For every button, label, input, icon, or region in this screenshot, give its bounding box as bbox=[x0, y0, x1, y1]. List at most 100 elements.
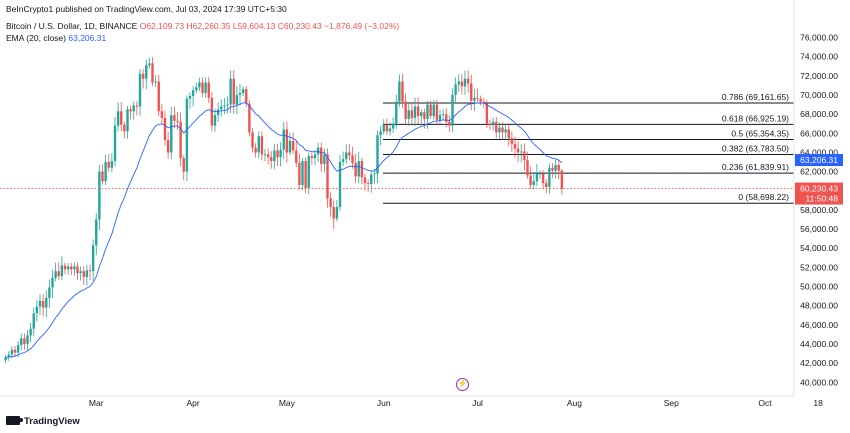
ema-label: EMA (20, close) bbox=[6, 33, 66, 43]
candle-body bbox=[4, 357, 7, 361]
candle-body bbox=[279, 149, 282, 158]
candle-body bbox=[120, 111, 123, 125]
candle-body bbox=[170, 115, 173, 153]
candle-body bbox=[332, 207, 335, 219]
candle-body bbox=[357, 161, 360, 177]
candle-body bbox=[54, 271, 57, 278]
candle-body bbox=[476, 97, 479, 99]
candle-body bbox=[513, 143, 517, 149]
candle-body bbox=[95, 219, 98, 246]
fib-level-label: 0.786 (69,161.65) bbox=[722, 92, 789, 102]
y-tick-label: 56,000.00 bbox=[800, 224, 838, 234]
ema-value: 63,206.31 bbox=[68, 33, 107, 43]
candle-body bbox=[60, 265, 64, 277]
tradingview-logo[interactable]: TradingView bbox=[6, 416, 80, 427]
candle-body bbox=[195, 87, 198, 91]
candle-body bbox=[466, 78, 470, 84]
candle-body bbox=[248, 103, 251, 133]
candle-body bbox=[123, 124, 126, 132]
candle-body bbox=[126, 109, 129, 132]
open-value: O62,109.73 bbox=[139, 21, 185, 31]
candle-body bbox=[398, 81, 401, 102]
candle-body bbox=[341, 159, 345, 163]
candle-body bbox=[495, 121, 498, 133]
candle-body bbox=[538, 173, 542, 175]
candle-body bbox=[413, 106, 417, 118]
candle-body bbox=[157, 81, 160, 112]
ema-legend[interactable]: EMA (20, close) 63,206.31 bbox=[6, 33, 106, 43]
candle-body bbox=[176, 120, 179, 122]
candle-body bbox=[288, 140, 292, 153]
candle-body bbox=[35, 306, 39, 314]
candle-body bbox=[313, 154, 317, 159]
candle-body bbox=[370, 174, 373, 185]
last-price-countdown: 11:50:48 bbox=[806, 194, 839, 204]
candle-body bbox=[320, 147, 323, 164]
candle-body bbox=[245, 89, 248, 104]
candle-body bbox=[66, 266, 70, 270]
candle-body bbox=[113, 125, 117, 162]
candle-body bbox=[441, 114, 445, 116]
candle-body bbox=[173, 115, 176, 121]
candle-body bbox=[504, 129, 507, 133]
candle-body bbox=[516, 148, 520, 153]
candle-body bbox=[420, 112, 423, 117]
low-value: L59,604.13 bbox=[232, 21, 276, 31]
x-tick-label: Jul bbox=[472, 398, 483, 408]
candle-body bbox=[291, 140, 295, 151]
x-tick-label: Oct bbox=[758, 398, 772, 408]
candle-body bbox=[26, 335, 29, 345]
candle-body bbox=[191, 90, 195, 96]
x-tick-label: Aug bbox=[567, 398, 582, 408]
y-tick-label: 64,000.00 bbox=[800, 147, 838, 157]
candle-body bbox=[216, 109, 220, 116]
ohlc-legend: Bitcoin / U.S. Dollar, 1D, BINANCE O62,1… bbox=[6, 21, 399, 31]
fib-level-label: 0 (58,698.22) bbox=[738, 192, 789, 202]
candle-body bbox=[220, 106, 223, 110]
candle-body bbox=[260, 136, 264, 155]
candle-body bbox=[526, 160, 529, 176]
x-tick-label: Jun bbox=[377, 398, 391, 408]
candle-body bbox=[285, 129, 289, 153]
candle-body bbox=[354, 162, 357, 177]
candle-body bbox=[316, 147, 320, 155]
lightning-icon[interactable]: ⚡ bbox=[456, 378, 469, 391]
symbol-title[interactable]: Bitcoin / U.S. Dollar, 1D, BINANCE bbox=[6, 21, 138, 31]
candle-body bbox=[438, 115, 442, 120]
candle-body bbox=[479, 98, 482, 102]
y-tick-label: 62,000.00 bbox=[800, 167, 838, 177]
y-tick-label: 46,000.00 bbox=[800, 320, 838, 330]
x-tick-label: Sep bbox=[664, 398, 679, 408]
candle-body bbox=[23, 338, 26, 345]
candle-body bbox=[270, 157, 273, 162]
candle-body bbox=[141, 73, 145, 79]
candle-body bbox=[70, 266, 73, 270]
candle-body bbox=[445, 114, 448, 122]
fibonacci-retracement[interactable]: 0.786 (69,161.65) 0.618 (66,925.19) 0.5 (6… bbox=[383, 92, 794, 204]
candle-body bbox=[76, 266, 79, 274]
candle-body bbox=[329, 198, 332, 208]
candle-body bbox=[388, 128, 392, 132]
candle-body bbox=[45, 298, 48, 308]
candle-body bbox=[488, 123, 492, 125]
candle-body bbox=[13, 349, 17, 353]
candle-body bbox=[276, 150, 279, 158]
candle-body bbox=[310, 156, 314, 159]
high-value: H62,260.35 bbox=[186, 21, 231, 31]
tradingview-logo-icon bbox=[6, 416, 23, 425]
candle-body bbox=[204, 82, 207, 94]
candle-body bbox=[98, 171, 101, 220]
tradingview-logo-text: TradingView bbox=[24, 416, 80, 427]
price-axis[interactable]: 40,000.00 42,000.00 44,000.00 46,000.00 48,0… bbox=[793, 0, 843, 396]
candle-body bbox=[138, 73, 142, 107]
candle-body bbox=[85, 270, 89, 277]
candle-body bbox=[404, 101, 407, 119]
y-tick-label: 48,000.00 bbox=[800, 301, 838, 311]
time-axis[interactable]: Mar Apr May Jun Jul Aug Sep Oct 18 bbox=[0, 395, 823, 408]
candle-body bbox=[416, 106, 420, 117]
close-value: C60,230.43 bbox=[277, 21, 322, 31]
candle-body bbox=[232, 78, 235, 105]
fib-level-label: 0.618 (66,925.19) bbox=[722, 113, 789, 123]
candle-body bbox=[213, 115, 217, 126]
